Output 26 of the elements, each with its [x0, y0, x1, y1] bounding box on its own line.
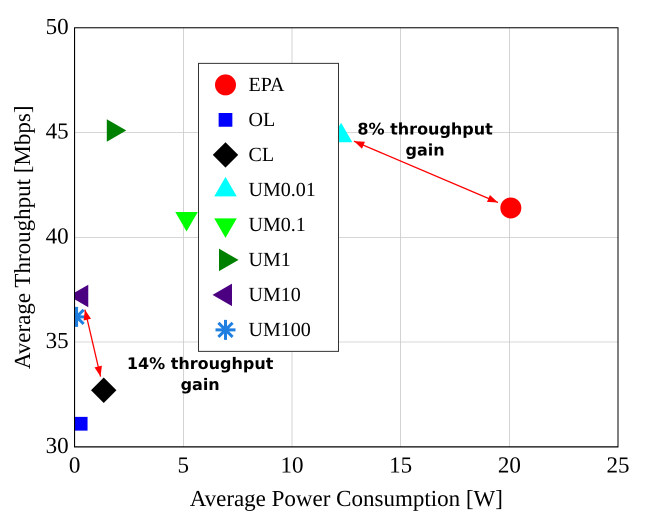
y-axis-title: Average Throughput [Mbps]	[10, 106, 35, 370]
x-tick-label: 20	[498, 452, 521, 478]
x-tick-label: 5	[178, 452, 190, 478]
point	[500, 197, 522, 218]
y-tick-label: 40	[46, 223, 69, 248]
y-tick-label: 50	[46, 14, 69, 39]
legend-label: UM0.1	[248, 214, 306, 236]
annotation: 8% throughput gain	[357, 120, 494, 160]
x-tick-label: 25	[606, 452, 630, 478]
x-tick-label: 10	[280, 452, 304, 478]
y-tick-label: 35	[46, 328, 69, 354]
legend-label: UM10	[248, 284, 301, 306]
point	[91, 378, 116, 403]
x-axis-title: Average Power Consumption [W]	[190, 486, 503, 512]
legend-label: EPA	[248, 74, 285, 96]
legend-label: OL	[248, 109, 276, 132]
y-tick-label: 45	[46, 118, 69, 144]
legend-label: UM0.01	[248, 179, 316, 202]
x-tick-label: 0	[68, 452, 80, 478]
legend-label: UM1	[248, 249, 291, 272]
point	[74, 416, 88, 431]
annotation: 14% throughput gain	[126, 354, 274, 394]
legend-label: UM100	[248, 319, 311, 342]
y-tick-label: 30	[46, 432, 69, 458]
x-tick-label: 15	[389, 452, 412, 478]
legend-label: CL	[248, 144, 274, 166]
